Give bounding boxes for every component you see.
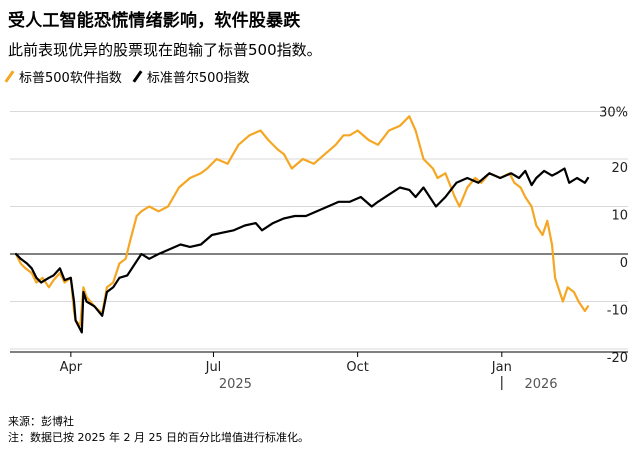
legend-label-software: 标普500软件指数 — [19, 71, 122, 86]
legend-label-sp500: 标准普尔500指数 — [146, 71, 250, 86]
y-tick-label: 0 — [620, 256, 628, 271]
series-line-sp500 — [14, 167, 590, 334]
x-tick-label: Jan — [491, 360, 512, 375]
y-tick-label: 10 — [611, 209, 628, 224]
x-tick-label: Apr — [60, 360, 83, 375]
source-note: 来源：彭博社 — [8, 415, 74, 428]
chart-subtitle: 此前表现优异的股票现在跑输了标普500指数。 — [8, 41, 322, 59]
year-label: 2026 — [524, 377, 557, 392]
legend-item-sp500: 标准普尔500指数 — [132, 67, 250, 86]
footnote: 注：数据已按 2025 年 2 月 25 日的百分比增值进行标准化。 — [8, 431, 309, 444]
series-line-software — [14, 115, 590, 327]
chart-title: 受人工智能恐慌情绪影响，软件股暴跌 — [8, 11, 301, 31]
y-tick-label: 20 — [611, 161, 628, 176]
y-tick-label: -10 — [607, 304, 628, 319]
y-tick-label: 30% — [599, 106, 628, 121]
y-tick-label: -20 — [607, 351, 628, 366]
legend-item-software: 标普500软件指数 — [4, 67, 122, 86]
year-label: 2025 — [219, 377, 252, 392]
chart-legend: 标普500软件指数 标准普尔500指数 — [4, 67, 264, 86]
x-tick-label: Oct — [346, 360, 368, 375]
x-tick-label: Jul — [205, 360, 222, 375]
